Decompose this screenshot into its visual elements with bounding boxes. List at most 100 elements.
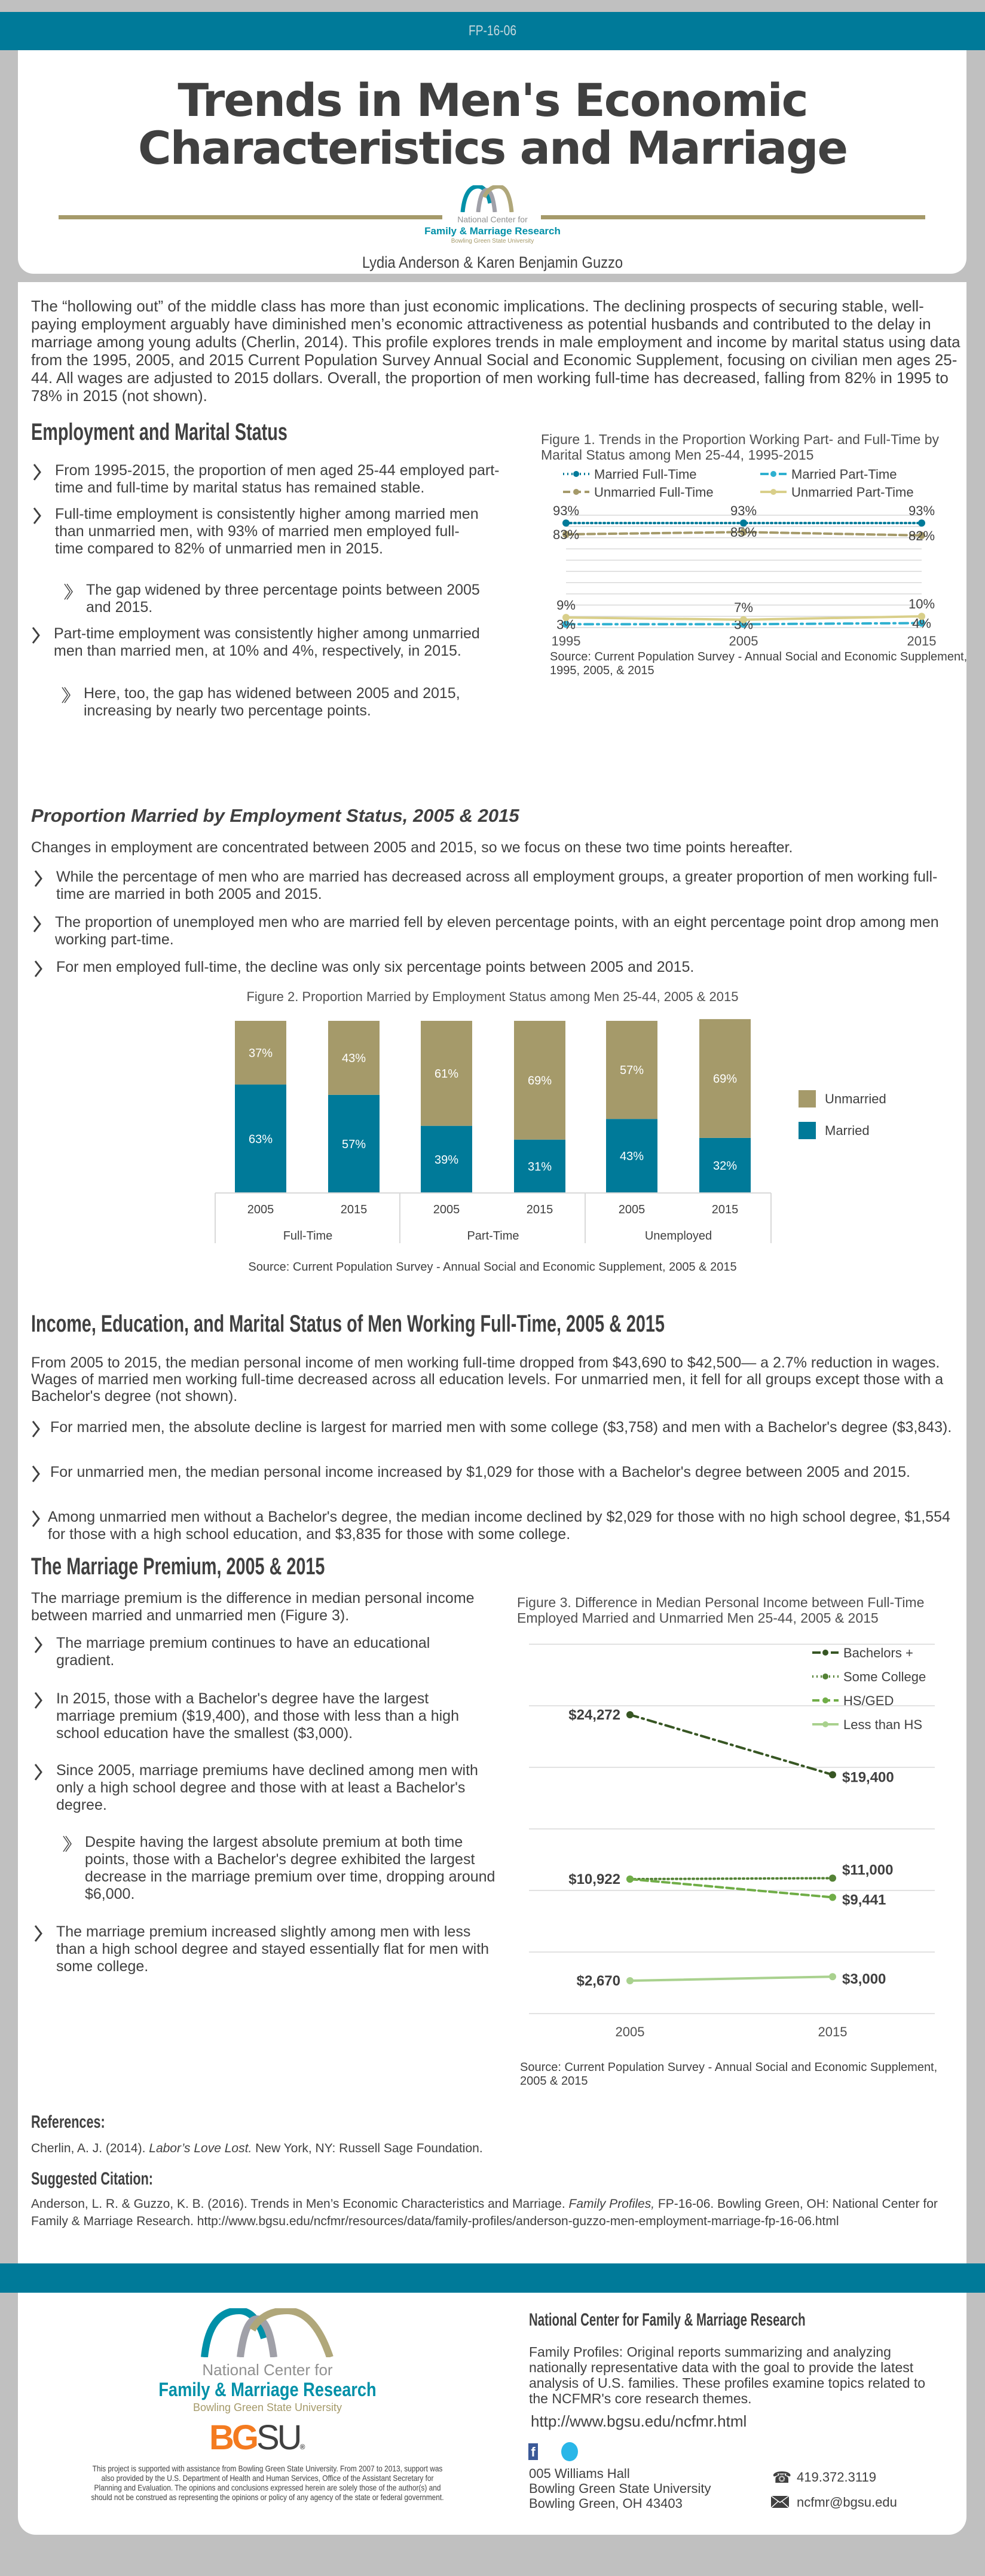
chevron-icon <box>31 1420 41 1438</box>
data-label: $11,000 <box>842 1862 893 1878</box>
data-label: 39% <box>435 1154 458 1167</box>
legend-label: Unmarried Part-Time <box>791 485 914 500</box>
legend-label: Unmarried Full-Time <box>594 485 714 500</box>
address-line: Bowling Green State University <box>529 2481 711 2496</box>
data-label: 63% <box>249 1133 273 1146</box>
data-label: $24,272 <box>568 1707 620 1723</box>
data-point <box>562 519 570 527</box>
bullet: From 1995-2015, the proportion of men ag… <box>33 462 509 497</box>
figure1-title: Figure 1. Trends in the Proportion Worki… <box>541 432 940 463</box>
chevron-icon <box>31 626 41 644</box>
legend-marker <box>822 1650 828 1656</box>
x-tick-label: 2005 <box>616 2024 645 2039</box>
data-label: $19,400 <box>842 1769 894 1785</box>
legend-label: Less than HS <box>843 1717 922 1732</box>
bullet-text: In 2015, those with a Bachelor's degree … <box>56 1690 459 1742</box>
citation-link[interactable]: FP-16-06. Bowling Green, OH: National Ce… <box>31 2197 938 2228</box>
twitter-icon[interactable] <box>561 2442 578 2461</box>
header-card <box>18 50 966 274</box>
chevron-icon <box>33 1691 43 1709</box>
series-line <box>629 1975 834 1982</box>
data-label: 57% <box>620 1064 644 1077</box>
section4-intro: The marriage premium is the difference i… <box>31 1590 475 1624</box>
bullet-text: The gap widened by three percentage poin… <box>86 582 480 616</box>
bar-married <box>606 1119 657 1193</box>
footer-card <box>18 2293 966 2535</box>
x-tick-label: 2015 <box>907 634 937 648</box>
citation-heading: Suggested Citation: <box>31 2169 154 2189</box>
chevron-icon <box>33 1763 43 1781</box>
bullet: Since 2005, marriage premiums have decli… <box>34 1762 493 1814</box>
data-label: 57% <box>342 1138 366 1151</box>
bar-unmarried <box>235 1021 286 1085</box>
data-point <box>740 528 747 536</box>
legend-label: Married <box>825 1123 870 1138</box>
legend-marker <box>822 1674 828 1679</box>
bullet: Part-time employment was consistently hi… <box>32 625 484 660</box>
data-point <box>626 1977 634 1984</box>
data-label: 69% <box>528 1074 552 1087</box>
bullet-text: From 1995-2015, the proportion of men ag… <box>55 462 500 496</box>
logo-line: Bowling Green State University <box>451 238 534 244</box>
data-label: 69% <box>713 1072 737 1085</box>
ref-text: New York, NY: Russell Sage Foundation. <box>252 2141 483 2155</box>
data-point <box>829 1973 836 1981</box>
chevron-icon <box>33 1925 43 1942</box>
bullet-text: While the percentage of men who are marr… <box>56 868 938 902</box>
title-line-2: Characteristics and Marriage <box>137 121 848 175</box>
data-point <box>562 530 570 538</box>
chevron-icon <box>32 507 42 525</box>
bullet: The marriage premium increased slightly … <box>34 1923 493 1975</box>
citation-series: Family Profiles, <box>568 2197 655 2211</box>
section2-intro: Changes in employment are concentrated b… <box>31 839 793 856</box>
legend-marker <box>822 1697 828 1703</box>
data-label: 85% <box>730 525 757 540</box>
data-label: 93% <box>908 503 935 518</box>
authors: Lydia Anderson & Karen Benjamin Guzzo <box>362 253 623 271</box>
address-line: Bowling Green, OH 43403 <box>529 2496 683 2511</box>
bullet-text: The marriage premium increased slightly … <box>56 1923 490 1975</box>
divider <box>59 215 442 219</box>
sub-bullet: Despite having the largest absolute prem… <box>63 1834 497 1903</box>
bullet: While the percentage of men who are marr… <box>34 868 953 903</box>
bullet: The marriage premium continues to have a… <box>34 1635 487 1669</box>
chevron-icon <box>31 1465 41 1483</box>
data-label: 43% <box>620 1150 644 1163</box>
suggested-citation: Anderson, L. R. & Guzzo, K. B. (2016). T… <box>31 2195 963 2230</box>
bullet-text: The marriage premium continues to have a… <box>56 1635 430 1669</box>
data-label: 10% <box>908 596 935 611</box>
logo-line: National Center for <box>457 215 528 224</box>
data-point <box>626 1876 634 1883</box>
x-tick-label: 1995 <box>552 634 581 648</box>
citation-text: Anderson, L. R. & Guzzo, K. B. (2016). T… <box>31 2197 569 2211</box>
bullet-text: Among unmarried men without a Bachelor's… <box>48 1509 950 1543</box>
footer-phone: 419.372.3119 <box>797 2470 876 2485</box>
data-label: 93% <box>730 503 757 518</box>
x-tick-label: 2005 <box>247 1203 274 1216</box>
bullet-text: Part-time employment was consistently hi… <box>54 625 480 659</box>
legend-label: Unmarried <box>825 1091 886 1106</box>
data-label: $9,441 <box>842 1892 886 1908</box>
footer-url-link[interactable]: http://www.bgsu.edu/ncfmr.html <box>531 2412 747 2430</box>
data-point <box>829 1771 836 1779</box>
chevron-icon <box>32 463 42 481</box>
bullet: Among unmarried men without a Bachelor's… <box>32 1509 962 1543</box>
profile-code: FP-16-06 <box>468 23 517 39</box>
data-point <box>740 519 747 527</box>
x-tick-label: 2005 <box>729 634 758 648</box>
data-point <box>918 619 925 627</box>
footer-org-heading: National Center for Family & Marriage Re… <box>529 2310 806 2330</box>
ncfmr-logo-arches <box>457 184 528 213</box>
chevron-icon <box>33 960 43 978</box>
page-title: Trends in Men's Economic Characteristics … <box>0 77 985 172</box>
figure1-source: Source: Current Population Survey - Annu… <box>550 650 968 677</box>
footer-email-link[interactable]: ncfmr@bgsu.edu <box>797 2495 897 2510</box>
x-tick-label: 2005 <box>433 1203 460 1216</box>
facebook-icon[interactable]: f <box>528 2443 538 2460</box>
ncfmr-logo-arches <box>197 2306 338 2358</box>
chevron-icon <box>32 915 42 933</box>
bullet-text: Despite having the largest absolute prem… <box>85 1834 495 1902</box>
ref-text: Cherlin, A. J. (2014). <box>31 2141 149 2155</box>
bullet-text: Here, too, the gap has widened between 2… <box>84 685 460 719</box>
section-heading-employment: Employment and Marital Status <box>31 419 287 445</box>
